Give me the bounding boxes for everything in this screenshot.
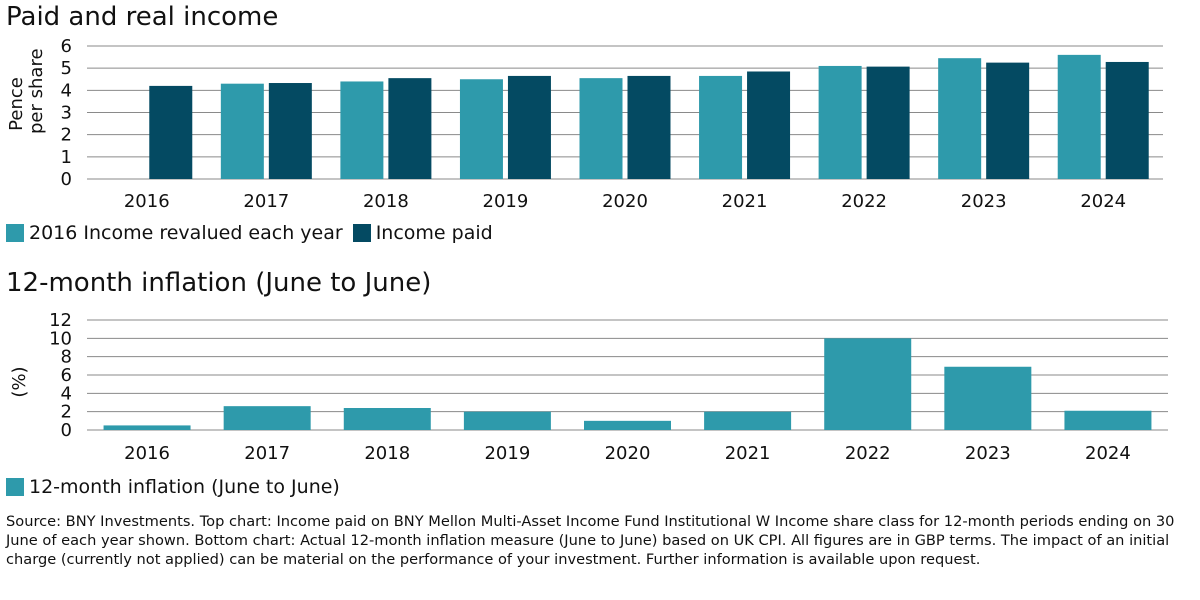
bar-2023-series-1 xyxy=(944,366,1032,430)
y-tick-label: 0 xyxy=(61,169,72,190)
x-tick-label: 2022 xyxy=(845,443,891,464)
bar-2021-series-1 xyxy=(699,75,743,179)
bar-2019-series-1 xyxy=(459,79,503,179)
bar-2017-series-1 xyxy=(220,83,264,179)
source-note: Source: BNY Investments. Top chart: Inco… xyxy=(6,513,1175,568)
x-tick-label: 2024 xyxy=(1080,191,1126,212)
legend-label-revalued: 2016 Income revalued each year xyxy=(29,222,343,244)
bar-2022-series-2 xyxy=(866,66,910,179)
legend-label-inflation: 12-month inflation (June to June) xyxy=(29,476,340,498)
bar-2024-series-2 xyxy=(1105,61,1149,179)
y-tick-label: 2 xyxy=(61,125,72,146)
bar-2017-series-2 xyxy=(268,83,312,179)
x-tick-label: 2019 xyxy=(484,443,530,464)
y-tick-label: 3 xyxy=(61,103,72,124)
y-tick-label: 4 xyxy=(61,80,72,101)
bar-2019-series-2 xyxy=(507,75,551,179)
bar-2018-series-2 xyxy=(388,78,432,179)
y-tick-label: 4 xyxy=(61,383,72,404)
bar-2019-series-1 xyxy=(463,411,551,430)
bar-2022-series-1 xyxy=(824,338,912,430)
legend-income: 2016 Income revalued each year Income pa… xyxy=(6,222,503,244)
bar-2024-series-1 xyxy=(1057,54,1101,179)
legend-swatch-paid xyxy=(352,224,371,242)
x-tick-label: 2023 xyxy=(965,443,1011,464)
bar-2018-series-1 xyxy=(340,81,384,179)
x-tick-label: 2017 xyxy=(243,191,289,212)
bar-2018-series-1 xyxy=(343,408,431,430)
bar-2023-series-2 xyxy=(986,62,1030,179)
y-tick-label: 10 xyxy=(49,328,72,349)
x-tick-label: 2018 xyxy=(364,443,410,464)
legend-item-inflation: 12-month inflation (June to June) xyxy=(6,476,340,498)
x-tick-label: 2016 xyxy=(124,191,170,212)
x-tick-label: 2022 xyxy=(841,191,887,212)
y-tick-label: 6 xyxy=(61,365,72,386)
y-tick-label: 1 xyxy=(61,147,72,168)
y-tick-label: 2 xyxy=(61,402,72,423)
x-tick-label: 2020 xyxy=(602,191,648,212)
bar-2021-series-2 xyxy=(747,71,791,179)
legend-swatch-inflation xyxy=(6,478,24,496)
x-tick-label: 2018 xyxy=(363,191,409,212)
x-tick-label: 2017 xyxy=(244,443,290,464)
bar-2024-series-1 xyxy=(1064,410,1152,430)
legend-label-paid: Income paid xyxy=(375,222,493,244)
x-tick-label: 2021 xyxy=(722,191,768,212)
bar-2023-series-1 xyxy=(938,58,982,179)
y-tick-label: 6 xyxy=(61,36,72,57)
x-tick-label: 2024 xyxy=(1085,443,1131,464)
legend-item-paid: Income paid xyxy=(352,222,493,244)
bar-2022-series-1 xyxy=(818,65,862,179)
x-tick-label: 2020 xyxy=(605,443,651,464)
bar-2017-series-1 xyxy=(223,406,311,430)
y-tick-label: 12 xyxy=(49,310,72,331)
x-tick-label: 2021 xyxy=(725,443,771,464)
chart-title-inflation: 12-month inflation (June to June) xyxy=(6,268,432,298)
x-tick-label: 2019 xyxy=(483,191,529,212)
legend-item-revalued: 2016 Income revalued each year xyxy=(6,222,343,244)
bar-2016-series-2 xyxy=(149,85,193,179)
legend-inflation: 12-month inflation (June to June) xyxy=(6,476,350,498)
y-tick-label: 5 xyxy=(61,58,72,79)
bar-2020-series-1 xyxy=(579,78,623,179)
x-tick-label: 2016 xyxy=(124,443,170,464)
legend-swatch-revalued xyxy=(6,224,24,242)
bar-2020-series-1 xyxy=(584,420,671,430)
bar-2020-series-2 xyxy=(627,75,671,179)
bar-2016-series-1 xyxy=(103,425,191,430)
chart-title-income: Paid and real income xyxy=(6,2,279,32)
x-tick-label: 2023 xyxy=(961,191,1007,212)
y-tick-label: 0 xyxy=(61,420,72,441)
bar-2021-series-1 xyxy=(704,411,792,430)
y-tick-label: 8 xyxy=(61,347,72,368)
